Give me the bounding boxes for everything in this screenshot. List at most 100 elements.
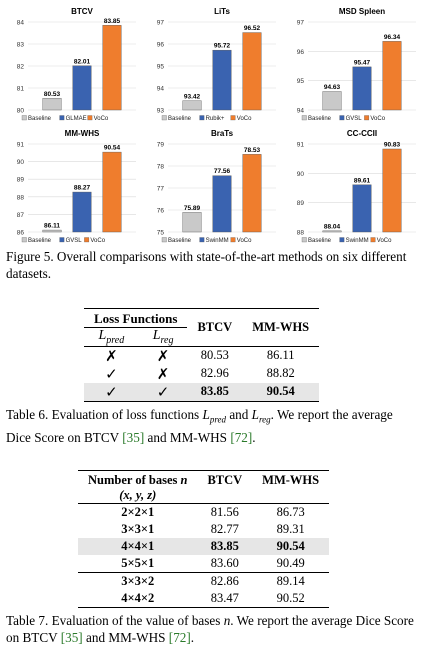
- y-tick-label: 89: [297, 200, 305, 207]
- bar-glmae: [72, 65, 92, 111]
- y-tick-label: 75: [157, 230, 165, 237]
- legend-swatch: [21, 115, 27, 121]
- legend-label: VoCo: [94, 116, 109, 122]
- table-6-caption: Table 6. Evaluation of loss functions Lp…: [6, 407, 393, 445]
- cell-mmwhs: 86.11: [266, 348, 295, 363]
- data-label: 88.27: [74, 185, 91, 192]
- y-tick-label: 94: [157, 86, 165, 93]
- bar-swinmm: [212, 175, 232, 233]
- legend-label: VoCo: [90, 238, 105, 244]
- bar-baseline: [322, 230, 342, 233]
- legend-label: Baseline: [28, 116, 52, 122]
- data-label: 96.52: [244, 25, 261, 32]
- cell-btcv: 83.60: [210, 556, 239, 570]
- cell-mmwhs: 90.54: [252, 538, 330, 555]
- bar-baseline: [182, 100, 202, 111]
- bar-voco: [102, 151, 122, 233]
- legend-swatch: [84, 237, 90, 243]
- table-6: Loss Functions BTCV MM-WHS Lpred Lreg ✗ …: [84, 308, 320, 402]
- legend-swatch: [370, 237, 376, 243]
- citation-link[interactable]: [72]: [168, 630, 191, 645]
- data-label: 82.01: [74, 58, 91, 65]
- chart-btcv: BTCV 80 81 82 83 84 80.53 82.01 83.85 Baseline GLM…: [4, 2, 142, 126]
- citation-link[interactable]: [35]: [122, 429, 145, 445]
- legend-label: GLMAE: [66, 116, 87, 122]
- legend-swatch: [161, 115, 167, 121]
- legend-swatch: [339, 237, 345, 243]
- y-tick-label: 80: [17, 108, 25, 115]
- data-label: 75.89: [184, 205, 201, 212]
- data-label: 80.53: [44, 91, 61, 98]
- cell-reg: ✗: [156, 364, 170, 383]
- data-label: 89.61: [354, 177, 371, 184]
- header-mm-whs: MM-WHS: [252, 319, 310, 334]
- chart-title: BTCV: [71, 7, 93, 16]
- chart-title: BraTs: [211, 129, 234, 138]
- citation-link[interactable]: [72]: [230, 429, 253, 445]
- cell-btcv: 80.53: [200, 348, 229, 363]
- y-tick-label: 79: [157, 142, 165, 149]
- legend-label: Baseline: [308, 238, 332, 244]
- legend-swatch: [21, 237, 27, 243]
- legend-label: Baseline: [168, 238, 192, 244]
- data-label: 95.47: [354, 59, 371, 66]
- y-tick-label: 88: [297, 230, 305, 237]
- legend-swatch: [199, 237, 205, 243]
- legend-label: GVSL: [346, 116, 363, 122]
- bar-baseline: [182, 212, 202, 233]
- y-tick-label: 87: [17, 212, 25, 219]
- cell-btcv: 82.96: [200, 366, 229, 381]
- y-tick-label: 95: [157, 64, 165, 71]
- legend-label: VoCo: [370, 116, 385, 122]
- chart-title: MM-WHS: [65, 129, 100, 138]
- chart-mm-whs: MM-WHS 86 87 88 89 90 91 86.11 88.27 90.54 Baselin…: [4, 124, 142, 248]
- legend-swatch: [59, 237, 65, 243]
- legend-label: Baseline: [28, 238, 52, 244]
- figure-5-caption: Figure 5. Overall comparisons with state…: [6, 249, 407, 281]
- citation-link[interactable]: [35]: [60, 630, 83, 645]
- legend-swatch: [364, 115, 370, 121]
- table-7-caption: Table 7. Evaluation of the value of base…: [6, 613, 414, 645]
- y-tick-label: 90: [297, 171, 305, 178]
- y-tick-label: 83: [17, 42, 25, 49]
- legend-swatch: [230, 237, 236, 243]
- cell-mmwhs: 90.52: [276, 591, 305, 605]
- y-tick-label: 90: [17, 159, 25, 166]
- table-row: 5×5×1 83.60 90.49: [78, 555, 329, 573]
- data-label: 90.54: [104, 145, 121, 152]
- bar-gvsl: [72, 191, 92, 233]
- table-7: Number of bases n BTCV MM-WHS (x, y, z) …: [78, 470, 330, 608]
- y-tick-label: 88: [17, 194, 25, 201]
- legend-label: SwinMM: [346, 238, 369, 244]
- data-label: 78.53: [244, 147, 261, 154]
- cell-mmwhs: 89.31: [276, 522, 305, 536]
- bar-voco: [242, 154, 262, 233]
- table-row: 3×3×1 82.77 89.31: [78, 521, 329, 538]
- cell-reg: ✗: [156, 346, 170, 365]
- legend-label: Rubik+: [206, 116, 225, 122]
- chart-lits: LiTs 93 94 95 96 97 93.42 95.72 96.52 Baseline Rub…: [144, 2, 282, 126]
- cell-mmwhs: 88.82: [266, 366, 295, 381]
- chart-title: LiTs: [214, 7, 230, 16]
- legend-label: SwinMM: [206, 238, 229, 244]
- legend-label: VoCo: [237, 116, 252, 122]
- header-l-reg: Lreg: [138, 327, 188, 347]
- header-xyz: (x, y, z): [119, 488, 157, 502]
- chart-msd-spleen: MSD Spleen 94 95 96 97 94.63 95.47 96.34 Baselin…: [284, 2, 422, 126]
- cell-reg: ✓: [138, 382, 188, 402]
- legend-swatch: [301, 115, 307, 121]
- y-tick-label: 93: [157, 108, 165, 115]
- cell-mmwhs: 90.54: [242, 382, 320, 402]
- data-label: 88.04: [324, 223, 341, 230]
- table-row: ✗ ✗ 80.53 86.11: [84, 346, 320, 365]
- data-label: 90.83: [384, 141, 401, 148]
- cell-bases: 4×4×2: [121, 591, 155, 605]
- cell-bases: 5×5×1: [121, 556, 155, 570]
- cell-mmwhs: 86.73: [276, 505, 305, 519]
- y-tick-label: 91: [297, 142, 305, 149]
- y-tick-label: 81: [17, 86, 25, 93]
- cell-bases: 3×3×1: [121, 522, 155, 536]
- cell-btcv: 82.86: [210, 574, 239, 588]
- data-label: 96.34: [384, 34, 401, 41]
- legend-swatch: [230, 115, 236, 121]
